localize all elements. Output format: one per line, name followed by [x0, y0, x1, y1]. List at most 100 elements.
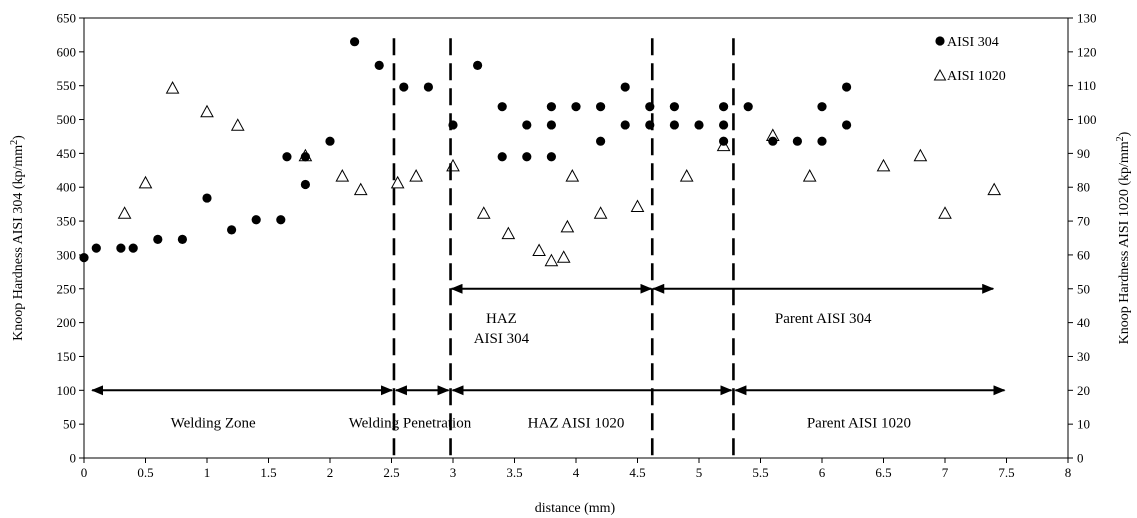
data-point-aisi-304 — [282, 152, 292, 162]
y-right-tick-label: 100 — [1077, 112, 1097, 127]
x-tick-label: 5 — [696, 465, 703, 480]
data-point-aisi-304 — [645, 120, 655, 130]
x-tick-label: 4 — [573, 465, 580, 480]
legend: AISI 304 AISI 1020 — [933, 35, 1006, 84]
y-right-tick-label: 30 — [1077, 349, 1090, 364]
axes: 0 0.5 1 1.5 2 2.5 3 3.5 4 4.5 5 5.5 6 6.5 7 7.5 80501001… — [57, 11, 1097, 481]
data-point-aisi-1020 — [446, 158, 460, 172]
data-point-aisi-304 — [719, 120, 729, 130]
data-point-aisi-1020 — [476, 206, 491, 219]
data-series — [79, 37, 1002, 267]
data-point-aisi-304 — [128, 243, 138, 253]
data-point-aisi-1020 — [876, 158, 891, 172]
data-point-aisi-1020 — [501, 226, 516, 240]
y-right-tick-label: 110 — [1077, 78, 1096, 93]
data-point-aisi-304 — [546, 152, 557, 162]
zone-label-1020: Welding Zone — [171, 415, 256, 431]
legend-marker-aisi-304 — [935, 36, 945, 46]
data-point-aisi-304 — [116, 243, 126, 253]
data-point-aisi-304 — [596, 102, 606, 112]
y-right-tick-label: 10 — [1077, 417, 1090, 432]
data-point-aisi-1020 — [913, 148, 928, 162]
data-point-aisi-1020 — [987, 182, 1002, 196]
x-tick-label: 6 — [819, 465, 826, 480]
data-point-aisi-304 — [620, 82, 630, 92]
data-point-aisi-304 — [546, 120, 557, 130]
data-point-aisi-1020 — [593, 206, 608, 219]
legend-label-aisi-1020: AISI 1020 — [947, 69, 1006, 84]
data-point-aisi-304 — [842, 82, 852, 92]
y-right-tick-label: 0 — [1077, 451, 1084, 466]
y-right-tick-label: 130 — [1077, 11, 1097, 26]
data-point-aisi-1020 — [565, 169, 580, 182]
x-tick-label: 3 — [450, 465, 457, 480]
data-point-aisi-304 — [399, 82, 409, 92]
data-point-aisi-304 — [546, 102, 557, 112]
data-point-aisi-1020 — [200, 104, 214, 118]
y-left-tick-label: 250 — [57, 281, 77, 296]
data-point-aisi-304 — [79, 253, 89, 263]
y-axis-right-title: Knoop Hardness AISI 1020 (kp/mm2) — [1115, 131, 1132, 344]
y-right-tick-label: 90 — [1077, 146, 1090, 161]
data-point-aisi-304 — [842, 120, 852, 130]
data-point-aisi-304 — [300, 179, 310, 190]
zone-label-304: Parent AISI 304 — [775, 311, 872, 327]
x-tick-label: 4.5 — [629, 465, 645, 480]
data-point-aisi-304 — [202, 193, 212, 203]
zone-label-1020: Welding Penetration — [349, 415, 472, 431]
data-point-aisi-304 — [276, 215, 286, 225]
data-point-aisi-1020 — [409, 169, 423, 182]
data-point-aisi-304 — [571, 102, 581, 112]
y-left-tick-label: 650 — [57, 11, 77, 26]
x-tick-label: 2 — [327, 465, 334, 480]
data-point-aisi-304 — [719, 102, 729, 112]
data-point-aisi-1020 — [230, 118, 245, 131]
x-tick-label: 7 — [942, 465, 949, 480]
data-point-aisi-1020 — [298, 148, 313, 162]
y-right-tick-label: 40 — [1077, 315, 1090, 330]
x-tick-label: 7.5 — [998, 465, 1014, 480]
data-point-aisi-1020 — [802, 169, 817, 182]
data-point-aisi-304 — [719, 136, 729, 146]
data-point-aisi-304 — [423, 82, 433, 92]
data-point-aisi-1020 — [679, 169, 694, 182]
data-point-aisi-304 — [694, 120, 704, 130]
data-point-aisi-304 — [251, 215, 261, 225]
data-point-aisi-304 — [645, 102, 655, 112]
y-left-tick-label: 100 — [57, 383, 77, 398]
data-point-aisi-304 — [817, 136, 827, 146]
data-point-aisi-1020 — [138, 175, 153, 189]
x-tick-label: 8 — [1065, 465, 1072, 480]
data-point-aisi-1020 — [630, 199, 645, 213]
y-left-tick-label: 500 — [57, 112, 77, 127]
legend-marker-aisi-1020 — [933, 68, 947, 81]
data-point-aisi-1020 — [938, 206, 952, 219]
y-axis-left-title: Knoop Hardness AISI 304 (kp/mm2) — [9, 135, 26, 341]
y-left-tick-label: 50 — [63, 417, 76, 432]
data-point-aisi-304 — [177, 234, 187, 244]
data-point-aisi-1020 — [117, 206, 132, 219]
y-right-tick-label: 20 — [1077, 383, 1090, 398]
y-right-tick-label: 80 — [1077, 180, 1090, 195]
x-tick-label: 2.5 — [383, 465, 399, 480]
y-right-tick-label: 70 — [1077, 214, 1090, 229]
data-point-aisi-304 — [497, 152, 507, 162]
data-point-aisi-304 — [792, 136, 803, 146]
x-tick-label: 5.5 — [752, 465, 768, 480]
data-point-aisi-304 — [153, 234, 163, 244]
y-left-tick-label: 350 — [57, 214, 77, 229]
data-point-aisi-304 — [448, 120, 458, 130]
data-point-aisi-304 — [91, 243, 101, 253]
data-point-aisi-1020 — [390, 175, 405, 189]
x-tick-label: 0.5 — [137, 465, 153, 480]
plot-frame — [83, 17, 1069, 459]
y-left-tick-label: 200 — [57, 315, 77, 330]
data-point-aisi-304 — [768, 136, 778, 146]
y-right-tick-label: 50 — [1077, 281, 1090, 296]
y-left-tick-label: 450 — [57, 146, 77, 161]
data-point-aisi-304 — [669, 120, 680, 130]
data-point-aisi-304 — [522, 152, 532, 162]
data-point-aisi-304 — [596, 136, 606, 146]
